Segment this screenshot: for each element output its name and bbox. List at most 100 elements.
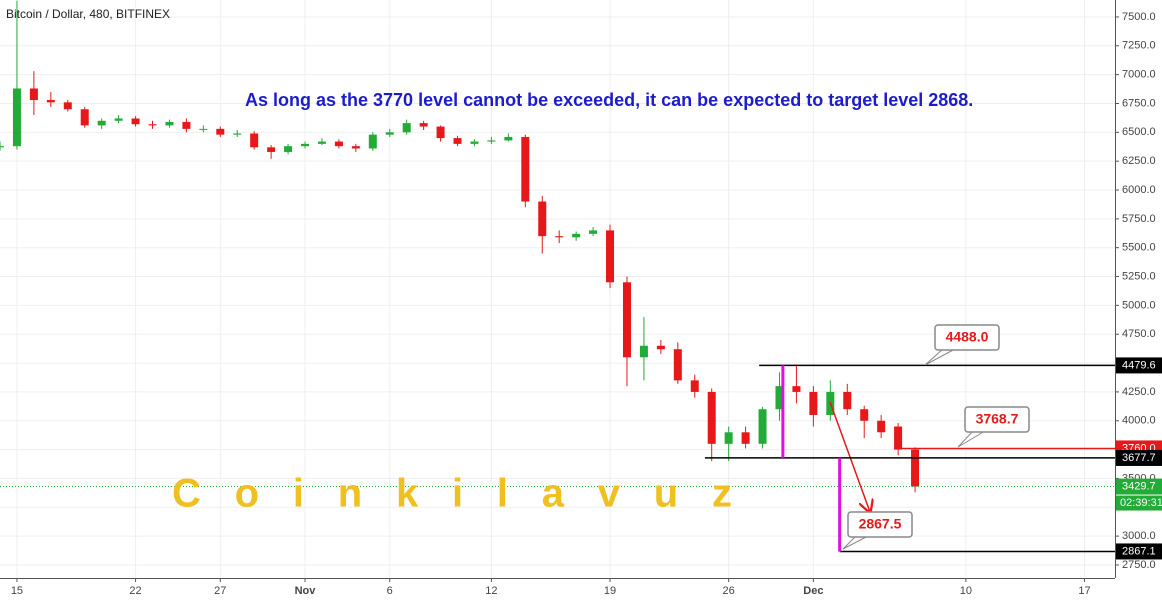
- x-tick-label: Nov: [295, 585, 317, 597]
- candle-body: [775, 386, 784, 410]
- chart-title: Bitcoin / Dollar, 480, BITFINEX: [6, 7, 170, 21]
- y-tick-label: 4000.0: [1122, 415, 1156, 427]
- price-tag-label: 3429.7: [1122, 480, 1156, 492]
- candle-body: [724, 432, 733, 444]
- candle-body: [317, 141, 326, 144]
- callout-box: [964, 406, 1030, 433]
- y-tick-label: 5750.0: [1122, 213, 1156, 225]
- candle-body: [656, 345, 665, 350]
- y-tick-label: 5000.0: [1122, 299, 1156, 311]
- candle-body: [521, 136, 530, 202]
- candle-body: [148, 124, 157, 126]
- candle-body: [334, 141, 343, 147]
- grid: [0, 0, 1115, 578]
- x-tick-label: 15: [11, 585, 23, 597]
- callout-label: 2867.5: [859, 516, 902, 532]
- candle-body: [351, 146, 360, 149]
- x-tick-label: 27: [214, 585, 226, 597]
- y-tick-label: 5250.0: [1122, 270, 1156, 282]
- candle-body: [46, 100, 55, 103]
- candle-body: [199, 128, 208, 130]
- x-tick-label: 19: [604, 585, 616, 597]
- candle-body: [809, 391, 818, 415]
- candle-body: [487, 140, 496, 142]
- candle-body: [165, 121, 174, 126]
- candle-body: [284, 146, 293, 152]
- candle-body: [368, 134, 377, 149]
- candle-body: [877, 420, 886, 433]
- candle-body: [385, 132, 394, 135]
- candle-body: [690, 380, 699, 392]
- y-tick-label: 2750.0: [1122, 559, 1156, 571]
- candle-body: [606, 230, 615, 283]
- callout-label: 3768.7: [976, 411, 1019, 427]
- countdown-bg: [1116, 495, 1162, 511]
- candle-body: [250, 133, 259, 148]
- candle-body: [402, 123, 411, 133]
- x-tick-label: 10: [960, 585, 972, 597]
- candle-body: [12, 88, 21, 147]
- candle-body: [843, 391, 852, 410]
- callout-pointer: [924, 348, 956, 366]
- candle-body: [436, 126, 445, 139]
- candle-body: [80, 109, 89, 126]
- y-tick-label: 6250.0: [1122, 155, 1156, 167]
- x-tick-label: Dec: [803, 585, 823, 597]
- arrow: [829, 401, 870, 512]
- candle-body: [114, 118, 123, 121]
- candle-body: [589, 230, 598, 234]
- candle-body: [182, 121, 191, 129]
- y-tick-label: 7000.0: [1122, 69, 1156, 81]
- countdown: 02:39:31: [1120, 497, 1162, 509]
- x-tick-label: 22: [129, 585, 141, 597]
- y-tick-label: 4750.0: [1122, 328, 1156, 340]
- y-tick-label: 3000.0: [1122, 530, 1156, 542]
- y-tick-label: 4250.0: [1122, 386, 1156, 398]
- candle-body: [707, 391, 716, 444]
- candle-body: [673, 349, 682, 381]
- callout-pointer: [957, 430, 986, 448]
- candle-body: [453, 138, 462, 144]
- candle-body: [911, 449, 920, 487]
- candle-body: [131, 118, 140, 125]
- price-tag-label: 3677.7: [1122, 452, 1156, 464]
- callout-box: [847, 511, 913, 538]
- candle-body: [894, 426, 903, 450]
- price-tag: [1116, 357, 1162, 374]
- candle-body: [758, 409, 767, 444]
- price-tag: [1116, 478, 1162, 495]
- candle-body: [555, 236, 564, 238]
- candle-body: [538, 201, 547, 237]
- candle-body: [267, 147, 276, 152]
- candle-body: [419, 123, 428, 127]
- y-tick-label: 6000.0: [1122, 184, 1156, 196]
- callout-label: 4488.0: [946, 329, 989, 345]
- candle-body: [572, 233, 581, 238]
- candle-body: [233, 133, 242, 135]
- price-tag: [1116, 543, 1162, 560]
- candle-body: [97, 120, 106, 126]
- candle-body: [216, 128, 225, 135]
- candle-body: [639, 345, 648, 358]
- plot-area: [0, 0, 1115, 493]
- candle-body: [504, 136, 513, 141]
- x-tick-label: 12: [485, 585, 497, 597]
- x-tick-label: 6: [387, 585, 393, 597]
- price-tag: [1116, 449, 1162, 466]
- candle-body: [622, 282, 631, 358]
- candle-body: [63, 102, 72, 110]
- y-tick-label: 7500.0: [1122, 11, 1156, 23]
- x-tick-label: 17: [1078, 585, 1090, 597]
- candle-body: [29, 88, 38, 101]
- y-tick-label: 6750.0: [1122, 97, 1156, 109]
- callout-box: [934, 324, 1000, 351]
- x-tick-label: 26: [723, 585, 735, 597]
- candle-body: [792, 386, 801, 392]
- callout-pointer: [842, 535, 869, 550]
- y-tick-label: 6500.0: [1122, 126, 1156, 138]
- y-tick-label: 5500.0: [1122, 242, 1156, 254]
- annotation: As long as the 3770 level cannot be exce…: [245, 90, 973, 110]
- y-tick-label: 7250.0: [1122, 40, 1156, 52]
- candle-body: [0, 146, 4, 148]
